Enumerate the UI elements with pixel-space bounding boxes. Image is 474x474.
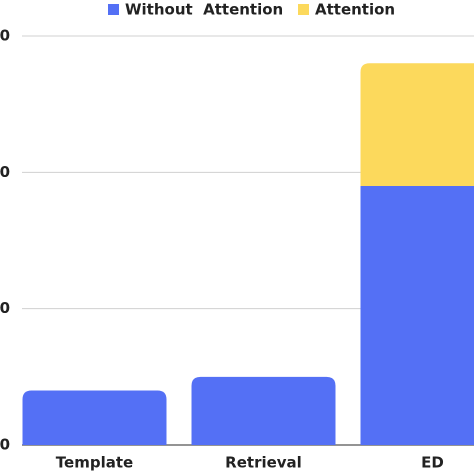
bar-segment [22, 390, 167, 445]
legend-swatch [108, 4, 119, 15]
bar-segment [360, 185, 474, 445]
y-tick-label: 0 [0, 299, 10, 317]
bar-segment [191, 376, 336, 445]
legend-swatch [298, 4, 309, 15]
x-tick-label: Template [56, 454, 133, 472]
legend-label: Without Attention [125, 1, 283, 19]
y-tick-label: 0 [0, 436, 10, 454]
bar-segment [360, 63, 474, 186]
x-tick-label: ED [421, 454, 444, 472]
legend-label: Attention [315, 1, 395, 19]
y-tick-label: 0 [0, 27, 10, 45]
x-tick-label: Retrieval [225, 454, 302, 472]
y-tick-label: 0 [0, 163, 10, 181]
